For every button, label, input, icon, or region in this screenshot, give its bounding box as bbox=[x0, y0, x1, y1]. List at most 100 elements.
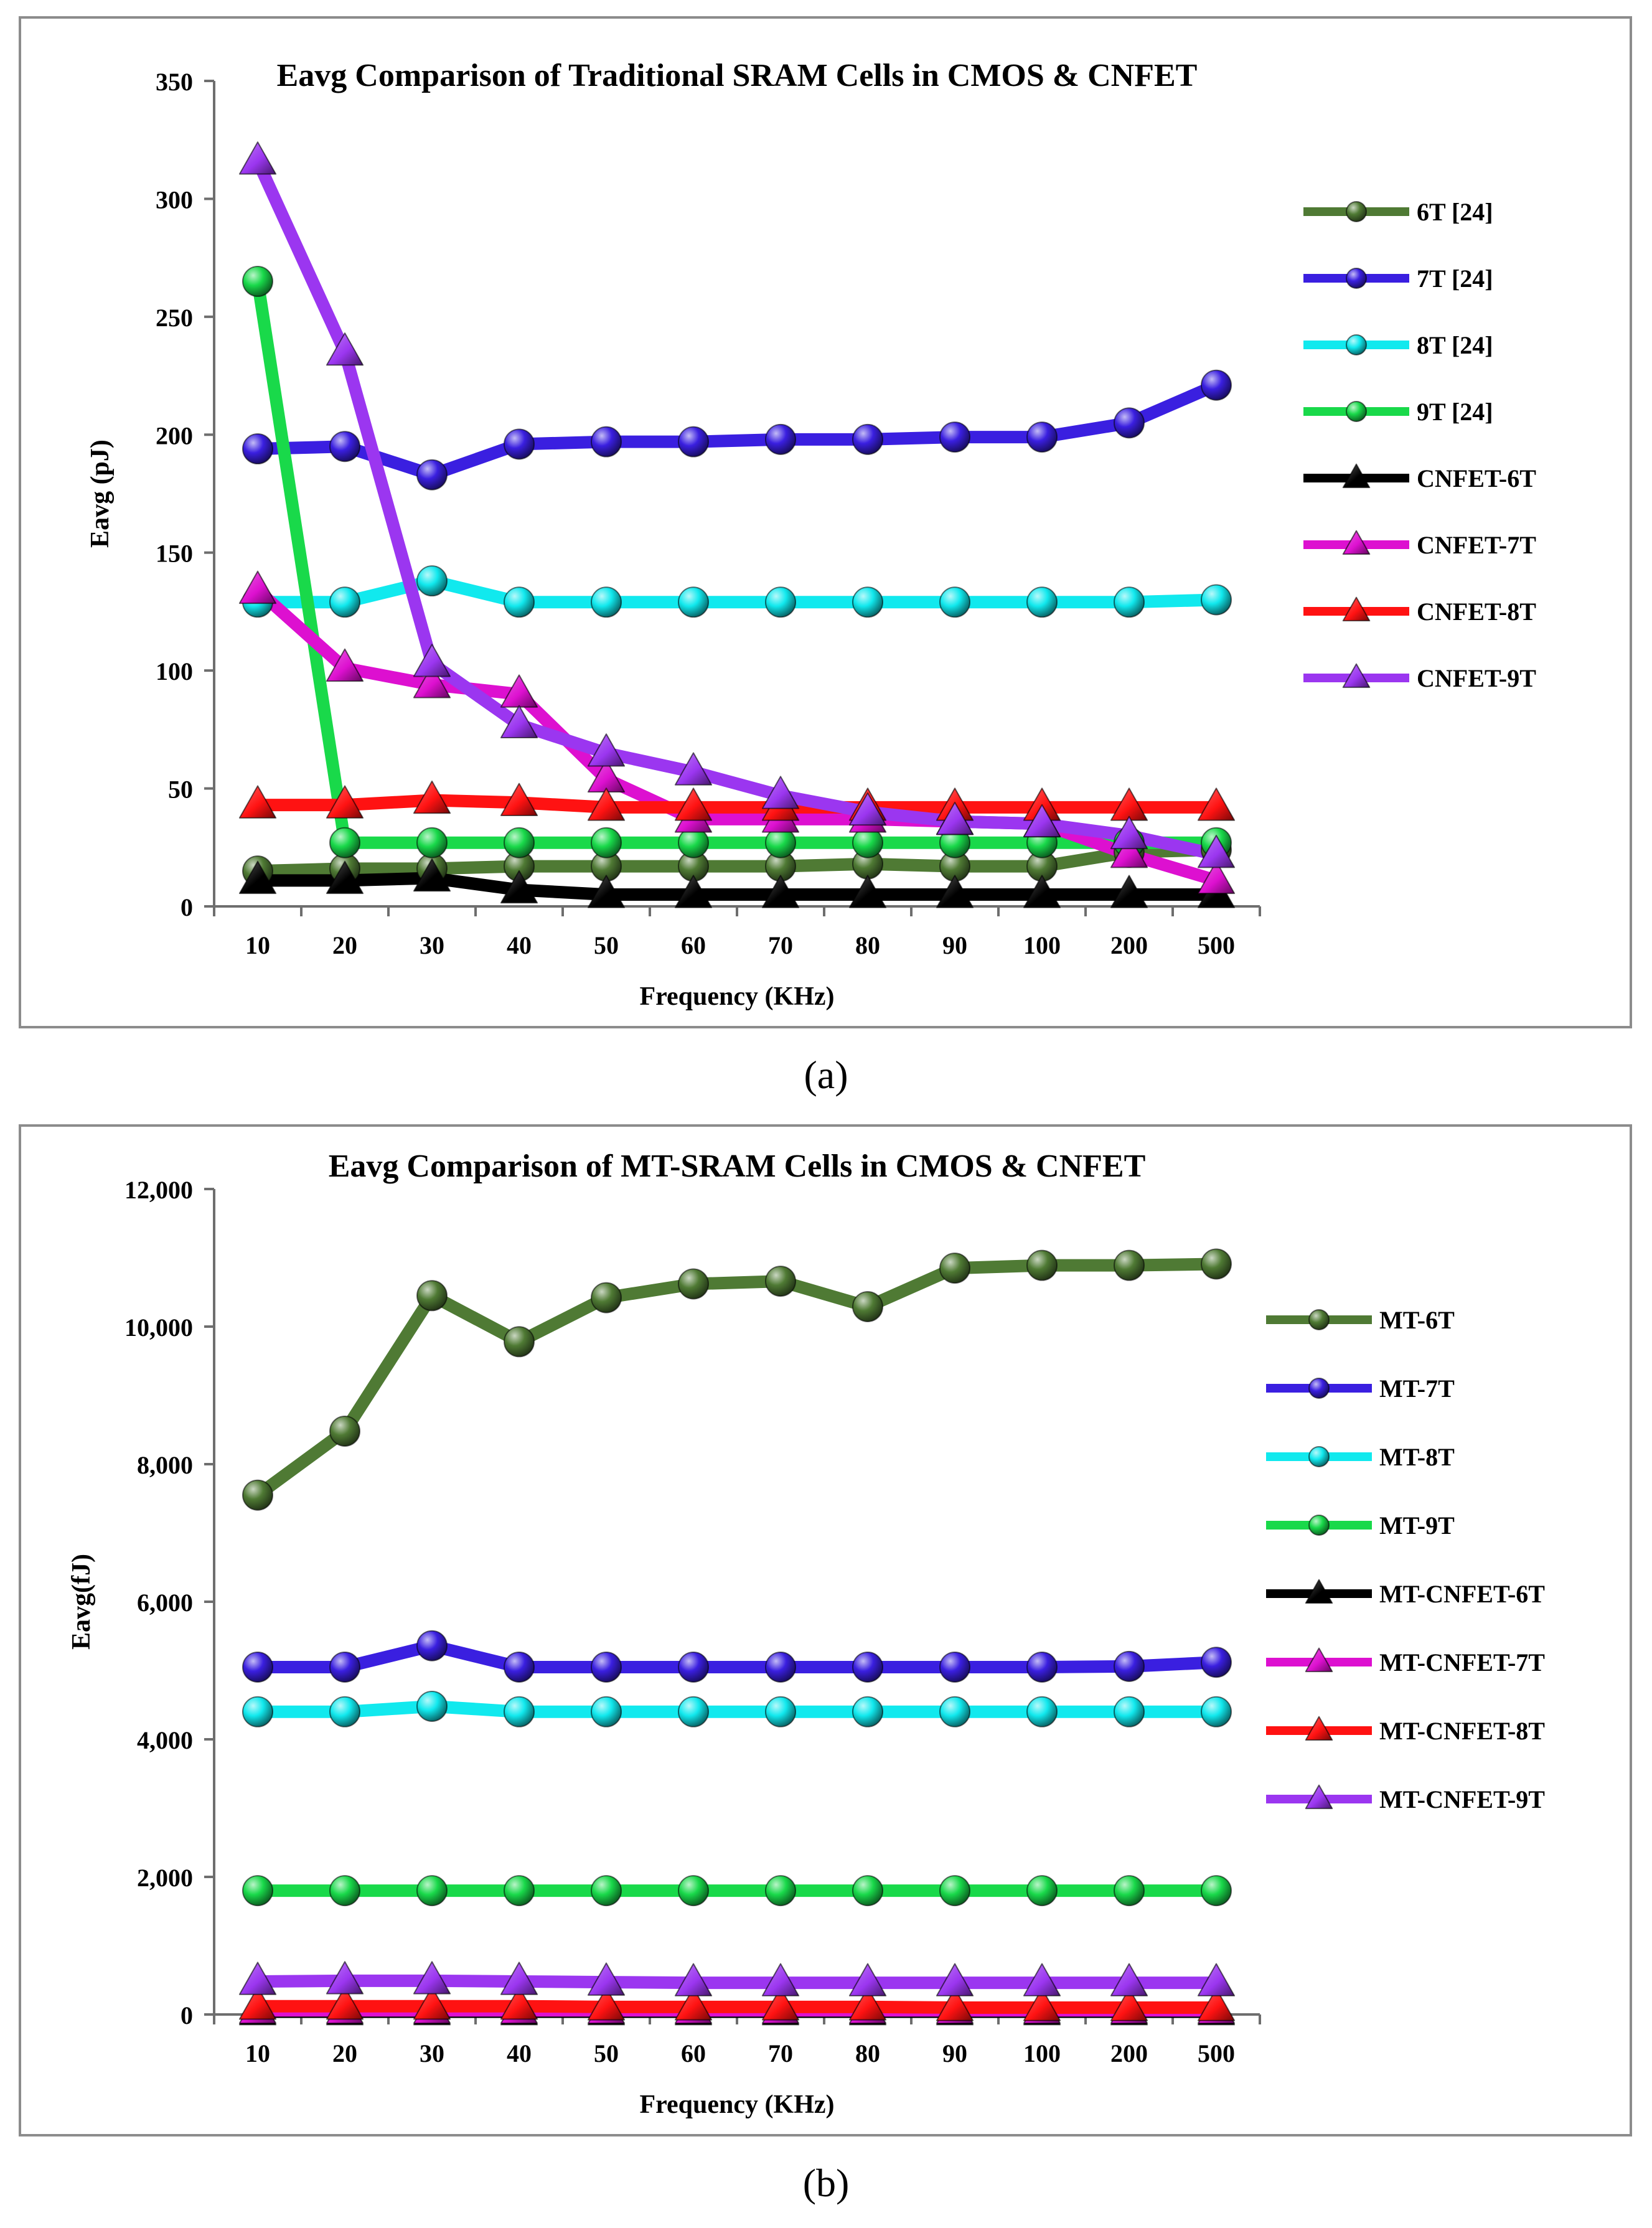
data-point-8t-24 bbox=[591, 586, 622, 618]
x-tick-label: 40 bbox=[507, 2039, 532, 2067]
data-point-cnfet-6t bbox=[674, 875, 713, 908]
legend-item-mt-9t: MT-9T bbox=[1266, 1511, 1455, 1539]
series-markers-cnfet-9t bbox=[238, 141, 1236, 868]
data-point-cnfet-9t bbox=[936, 801, 974, 835]
legend-label: 8T [24] bbox=[1417, 331, 1493, 359]
data-point-mt-8t bbox=[416, 1690, 448, 1722]
x-tick-label: 90 bbox=[942, 931, 967, 959]
series-markers-mt-cnfet-8t bbox=[238, 1986, 1236, 2021]
data-point-mt-7t bbox=[939, 1651, 970, 1683]
legend-label: CNFET-7T bbox=[1417, 531, 1536, 559]
data-point-mt-9t bbox=[939, 1875, 970, 1907]
data-point-mt-cnfet-8t bbox=[587, 1987, 626, 2021]
legend-marker bbox=[1346, 334, 1367, 355]
legend-label: MT-CNFET-9T bbox=[1379, 1785, 1545, 1813]
data-point-mt-cnfet-9t bbox=[326, 1961, 364, 1995]
data-point-9t-24 bbox=[416, 827, 448, 858]
y-tick-label: 250 bbox=[156, 304, 193, 332]
data-point-8t-24 bbox=[329, 586, 360, 618]
series-line-cnfet-9t bbox=[251, 154, 1223, 861]
legend-label: MT-8T bbox=[1379, 1443, 1455, 1471]
data-point-mt-7t bbox=[1026, 1651, 1058, 1683]
x-tick-label: 90 bbox=[942, 2039, 967, 2067]
series-markers-7t-24 bbox=[242, 369, 1232, 491]
data-point-mt-cnfet-8t bbox=[326, 1986, 364, 2020]
data-point-8t-24 bbox=[852, 586, 883, 618]
x-tick-label: 70 bbox=[768, 2039, 793, 2067]
series-markers-mt-9t bbox=[242, 1875, 1232, 1907]
legend-label: 7T [24] bbox=[1417, 265, 1493, 293]
data-point-mt-8t bbox=[1114, 1696, 1145, 1727]
series-markers-9t-24 bbox=[242, 266, 1232, 858]
legend-item-mt-cnfet-6t: MT-CNFET-6T bbox=[1266, 1579, 1545, 1608]
legend-marker bbox=[1342, 596, 1371, 622]
legend-label: MT-6T bbox=[1379, 1306, 1455, 1334]
data-point-8t-24 bbox=[504, 586, 535, 618]
data-point-mt-6t bbox=[1114, 1249, 1145, 1281]
data-point-cnfet-6t bbox=[500, 870, 538, 904]
data-point-mt-9t bbox=[765, 1875, 796, 1907]
panel-label-b: (b) bbox=[802, 2161, 850, 2205]
x-tick-label: 100 bbox=[1023, 2039, 1061, 2067]
y-axis-title: Eavg(fJ) bbox=[67, 1554, 96, 1650]
x-tick-label: 80 bbox=[855, 2039, 880, 2067]
y-tick-label: 2,000 bbox=[137, 1864, 193, 1892]
data-point-mt-6t bbox=[591, 1282, 622, 1314]
data-point-mt-cnfet-9t bbox=[413, 1961, 451, 1995]
data-point-mt-cnfet-8t bbox=[1197, 1988, 1236, 2021]
legend-marker bbox=[1305, 1579, 1333, 1604]
data-point-mt-8t bbox=[329, 1696, 360, 1727]
y-tick-label: 50 bbox=[168, 776, 193, 804]
legend-label: MT-7T bbox=[1379, 1375, 1455, 1403]
data-point-7t-24 bbox=[1114, 407, 1145, 439]
y-tick-label: 10,000 bbox=[124, 1314, 193, 1342]
series-line-mt-cnfet-9t bbox=[251, 1974, 1223, 1990]
data-point-7t-24 bbox=[329, 431, 360, 463]
x-tick-label: 500 bbox=[1198, 931, 1235, 959]
x-tick-label: 60 bbox=[681, 931, 706, 959]
legend-marker bbox=[1308, 1378, 1330, 1399]
data-point-mt-8t bbox=[591, 1696, 622, 1727]
chart-a: Eavg Comparison of Traditional SRAM Cell… bbox=[86, 58, 1536, 1011]
data-point-mt-6t bbox=[1026, 1249, 1058, 1281]
data-point-cnfet-7t bbox=[413, 665, 451, 698]
legend-item-mt-8t: MT-8T bbox=[1266, 1443, 1455, 1471]
data-point-cnfet-8t bbox=[587, 787, 626, 821]
legend-label: CNFET-9T bbox=[1417, 664, 1536, 692]
data-point-cnfet-8t bbox=[413, 780, 451, 814]
data-point-7t-24 bbox=[591, 426, 622, 458]
data-point-cnfet-6t bbox=[238, 860, 277, 895]
data-point-8t-24 bbox=[939, 586, 970, 618]
data-point-mt-7t bbox=[416, 1630, 448, 1662]
data-point-mt-cnfet-8t bbox=[1110, 1988, 1148, 2021]
data-point-9t-24 bbox=[591, 827, 622, 858]
x-axis-title: Frequency (KHz) bbox=[640, 2090, 835, 2119]
data-point-mt-cnfet-8t bbox=[500, 1986, 538, 2020]
data-point-mt-6t bbox=[1201, 1248, 1232, 1280]
data-point-cnfet-9t bbox=[761, 776, 800, 809]
data-point-mt-9t bbox=[852, 1875, 883, 1907]
data-point-mt-cnfet-8t bbox=[1023, 1988, 1061, 2021]
data-point-8t-24 bbox=[1201, 584, 1232, 616]
legend-item-cnfet-8t: CNFET-8T bbox=[1303, 596, 1536, 626]
y-tick-label: 0 bbox=[181, 2001, 193, 2029]
y-tick-label: 350 bbox=[156, 68, 193, 96]
data-point-7t-24 bbox=[1026, 421, 1058, 453]
data-point-mt-9t bbox=[1201, 1875, 1232, 1907]
data-point-cnfet-9t bbox=[674, 752, 713, 786]
data-point-7t-24 bbox=[1201, 369, 1232, 401]
data-point-mt-9t bbox=[242, 1875, 273, 1907]
y-tick-label: 300 bbox=[156, 186, 193, 214]
data-point-mt-7t bbox=[1201, 1647, 1232, 1678]
data-point-cnfet-8t bbox=[326, 785, 364, 819]
data-point-mt-cnfet-9t bbox=[848, 1963, 887, 1996]
legend-label: MT-9T bbox=[1379, 1511, 1455, 1539]
data-point-mt-6t bbox=[416, 1280, 448, 1312]
data-point-8t-24 bbox=[416, 565, 448, 597]
y-tick-label: 12,000 bbox=[124, 1176, 193, 1204]
legend-label: MT-CNFET-7T bbox=[1379, 1648, 1545, 1676]
legend-marker bbox=[1308, 1446, 1330, 1467]
data-point-mt-7t bbox=[591, 1651, 622, 1683]
data-point-7t-24 bbox=[242, 433, 273, 465]
legend-item-cnfet-7t: CNFET-7T bbox=[1303, 530, 1536, 559]
